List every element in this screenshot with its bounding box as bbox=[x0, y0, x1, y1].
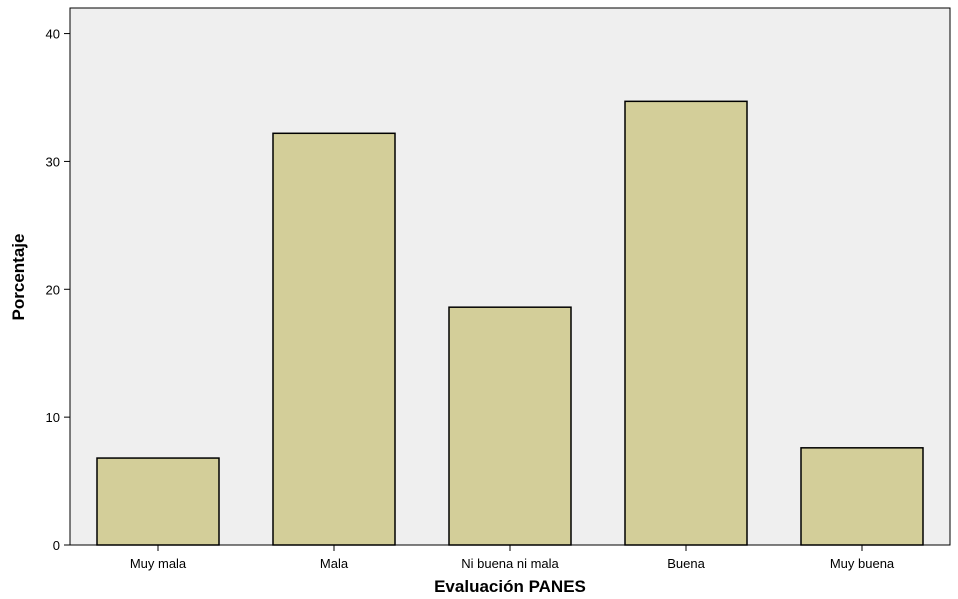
y-tick-label: 10 bbox=[46, 410, 60, 425]
x-axis: Muy mala Mala Ni buena ni mala Buena Muy bue… bbox=[130, 545, 895, 571]
bar bbox=[800, 447, 924, 546]
bar bbox=[272, 132, 396, 546]
y-axis: 0 10 20 30 40 bbox=[46, 27, 70, 553]
x-tick-label: Muy mala bbox=[130, 556, 187, 571]
y-tick-label: 30 bbox=[46, 154, 60, 169]
y-tick-label: 20 bbox=[46, 282, 60, 297]
bar bbox=[96, 457, 220, 546]
x-tick-label: Muy buena bbox=[830, 556, 895, 571]
x-tick-label: Mala bbox=[320, 556, 349, 571]
x-tick-label: Buena bbox=[667, 556, 705, 571]
y-tick-label: 40 bbox=[46, 27, 60, 42]
bar bbox=[624, 100, 748, 546]
bar bbox=[448, 306, 572, 546]
y-tick-label: 0 bbox=[53, 538, 60, 553]
x-axis-title: Evaluación PANES bbox=[434, 577, 586, 596]
bars bbox=[96, 100, 924, 546]
x-tick-label: Ni buena ni mala bbox=[461, 556, 559, 571]
y-axis-title: Porcentaje bbox=[9, 234, 28, 321]
